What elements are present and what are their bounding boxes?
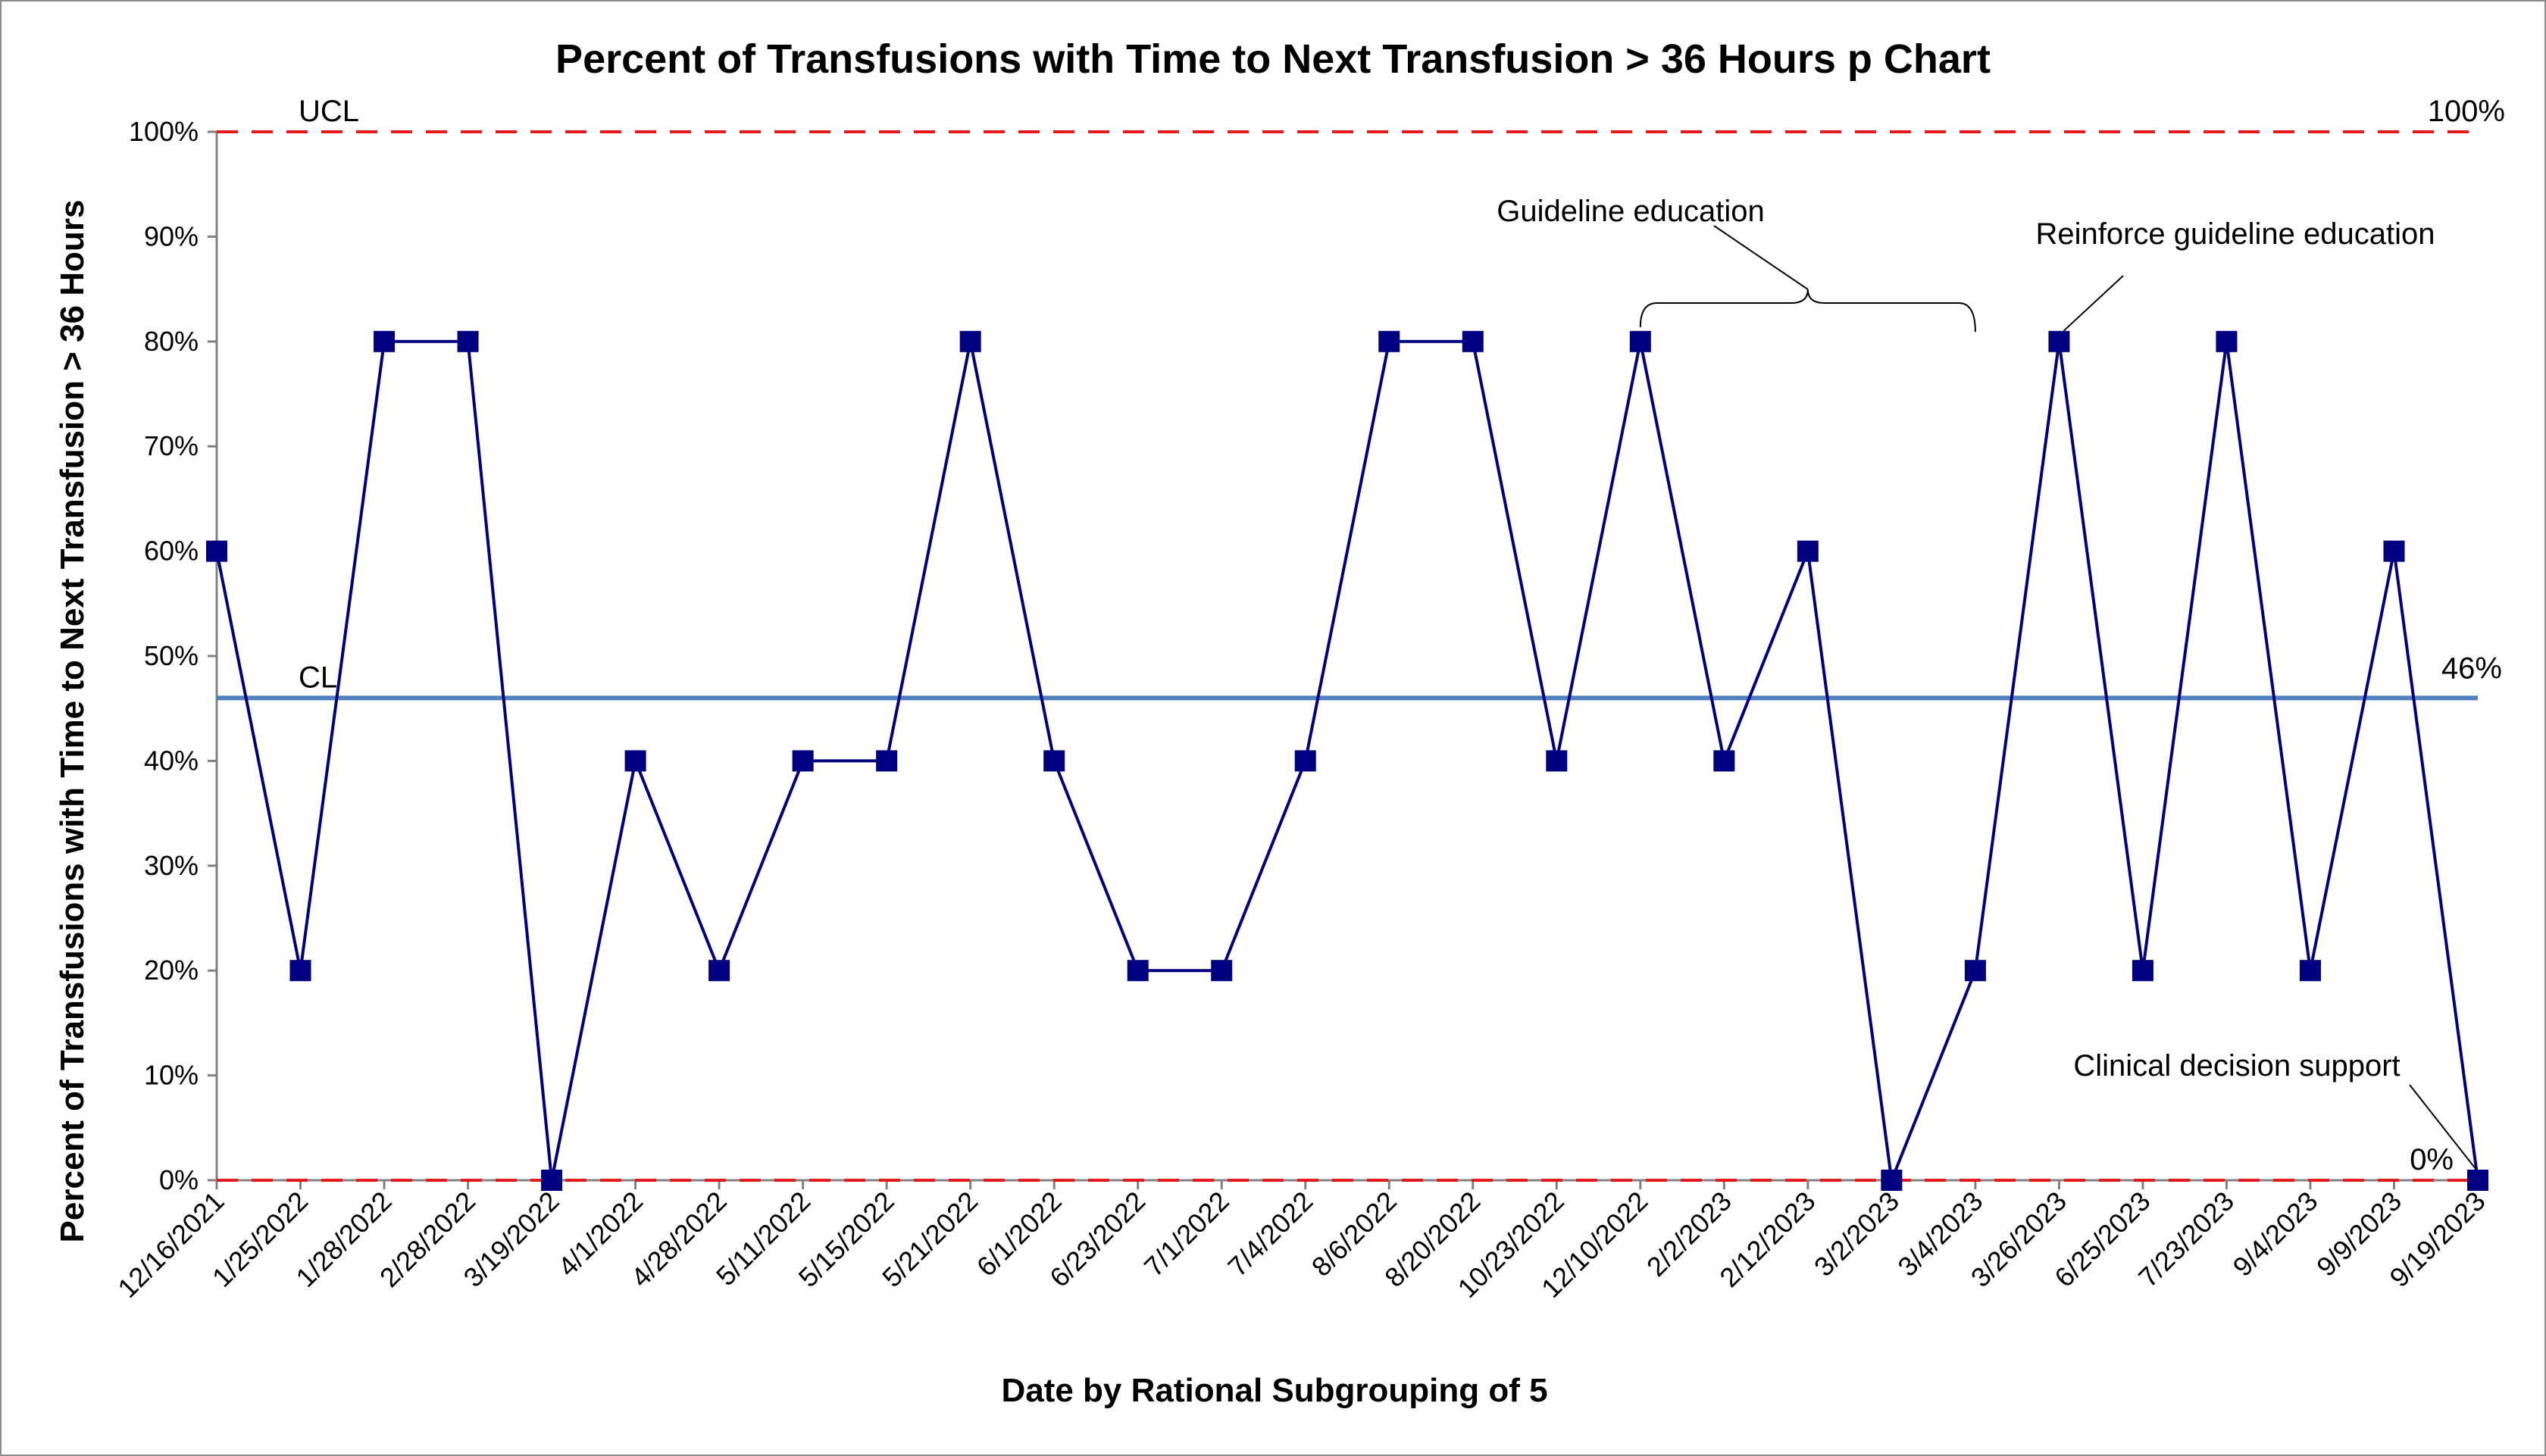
data-point xyxy=(1797,540,1819,562)
x-tick-label: 12/16/2021 xyxy=(111,1186,230,1304)
annotation-leader-guideline xyxy=(1713,225,1809,290)
y-tick-label: 30% xyxy=(144,850,199,881)
plot-area: 0% 10% 20% 30% 40% 50% 60% 70% 80% 90% 100% 12/16/2… xyxy=(111,95,2505,1304)
data-point xyxy=(541,1170,563,1191)
data-point xyxy=(1964,960,1986,982)
data-point xyxy=(1043,750,1065,772)
lcl-value-label: 0% xyxy=(2410,1143,2454,1176)
x-tick-label: 7/1/2022 xyxy=(1138,1186,1235,1283)
data-point xyxy=(624,750,646,772)
data-point xyxy=(1294,750,1316,772)
data-point xyxy=(457,330,479,352)
data-point xyxy=(1127,960,1149,982)
data-point xyxy=(1629,330,1651,352)
data-point xyxy=(2383,540,2405,562)
data-point xyxy=(2216,330,2238,352)
data-point xyxy=(792,750,814,772)
x-axis-title: Date by Rational Subgrouping of 5 xyxy=(1001,1372,1547,1409)
data-point xyxy=(2132,960,2153,982)
y-axis-title: Percent of Transfusions with Time to Nex… xyxy=(54,200,91,1243)
data-point xyxy=(2299,960,2321,982)
y-tick-label: 70% xyxy=(144,430,199,461)
data-point xyxy=(289,960,311,982)
y-tick-label: 50% xyxy=(144,640,199,671)
data-point xyxy=(876,750,898,772)
ucl-label: UCL xyxy=(299,95,359,128)
annotation-leader-cds xyxy=(2409,1084,2477,1170)
ucl-value-label: 100% xyxy=(2428,95,2505,128)
cl-value-label: 46% xyxy=(2441,651,2502,685)
annotation-bracket xyxy=(1639,289,1976,333)
data-point xyxy=(2048,330,2070,352)
x-tick-label: 7/4/2022 xyxy=(1221,1186,1318,1283)
data-point xyxy=(1462,330,1484,352)
data-point xyxy=(206,540,227,562)
data-point xyxy=(1546,750,1568,772)
cl-label: CL xyxy=(299,661,337,694)
y-tick-label: 80% xyxy=(144,326,199,357)
data-point xyxy=(1378,330,1400,352)
annotation-leader-reinforce xyxy=(2063,275,2124,332)
data-point xyxy=(1713,750,1735,772)
y-tick-label: 10% xyxy=(144,1060,199,1091)
data-point xyxy=(959,330,981,352)
chart-title: Percent of Transfusions with Time to Nex… xyxy=(555,36,1991,82)
y-tick-label: 40% xyxy=(144,745,199,776)
y-tick-label: 90% xyxy=(144,220,199,252)
data-point xyxy=(1881,1170,1903,1191)
data-point xyxy=(2467,1170,2488,1191)
annotation-reinforce-education: Reinforce guideline education xyxy=(2035,217,2435,251)
y-tick-label: 100% xyxy=(129,116,199,147)
y-tick-label: 60% xyxy=(144,536,199,567)
data-point xyxy=(374,330,396,352)
data-point xyxy=(1211,960,1233,982)
y-tick-label: 0% xyxy=(159,1164,199,1195)
annotation-guideline-education: Guideline education xyxy=(1497,195,1765,228)
x-tick-label: 3/2/2023 xyxy=(1808,1186,1905,1283)
x-tick-label: 9/4/2023 xyxy=(2227,1186,2324,1283)
series-line xyxy=(215,339,2479,1186)
annotation-clinical-decision-support: Clinical decision support xyxy=(2073,1049,2400,1083)
y-tick-label: 20% xyxy=(144,955,199,986)
data-point xyxy=(708,960,730,982)
